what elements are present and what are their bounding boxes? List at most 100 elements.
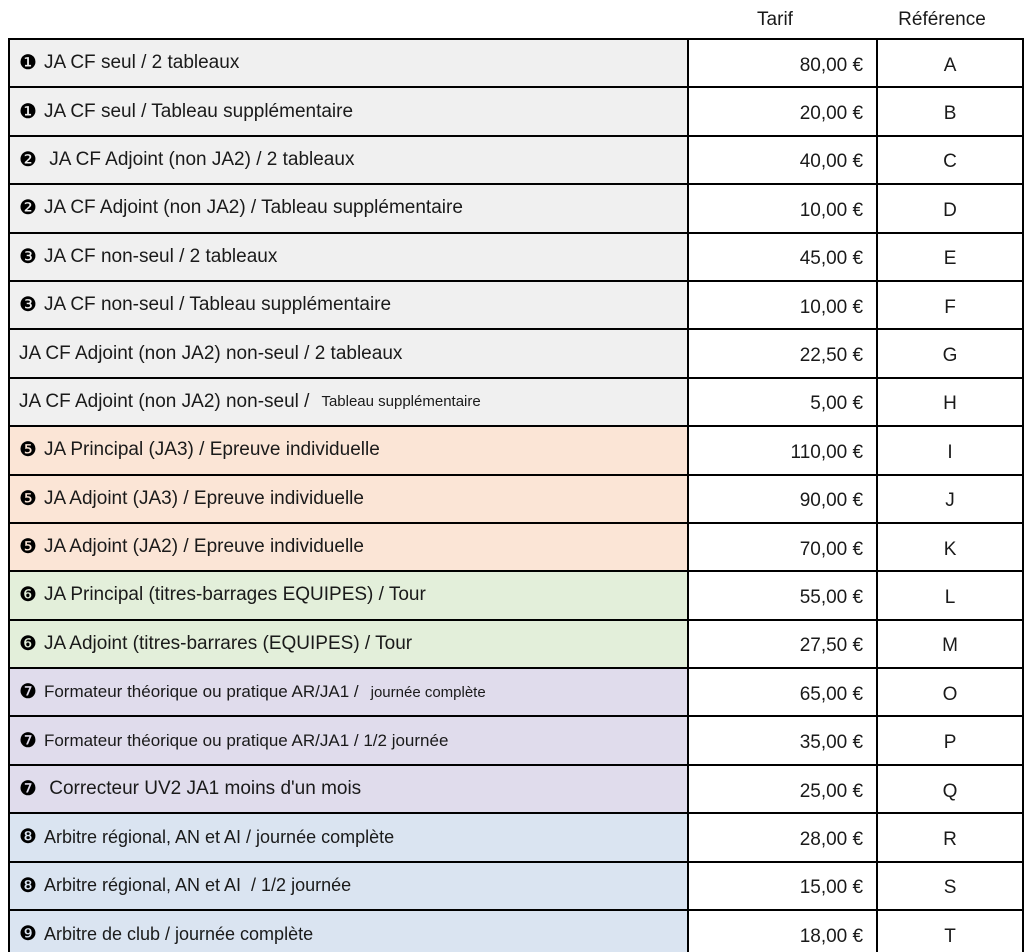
reference-cell: K <box>876 521 1024 573</box>
row-description-cell: ❸ JA CF non-seul / Tableau supplémentaire <box>8 279 689 331</box>
row-label: Arbitre de club / journée complète <box>43 923 314 944</box>
circled-number-icon: ❶ <box>19 50 37 75</box>
table-row: ❼ Formateur théorique ou pratique AR/JA1 … <box>8 667 1024 718</box>
row-label: JA CF seul / 2 tableaux <box>43 52 240 74</box>
table-row: ❽ Arbitre régional, AN et AI / journée co… <box>8 812 1024 863</box>
tarif-cell: 18,00 € <box>686 909 879 952</box>
reference-cell: T <box>876 909 1024 952</box>
tarif-cell: 80,00 € <box>686 37 879 89</box>
circled-number-icon: ❻ <box>19 630 37 655</box>
tarif-cell: 15,00 € <box>686 860 879 912</box>
tarif-cell: 10,00 € <box>686 279 879 331</box>
table-row: ❷ JA CF Adjoint (non JA2) / 2 tableaux 40… <box>8 134 1024 186</box>
table-row: JA CF Adjoint (non JA2) non-seul / Tablea… <box>8 376 1024 428</box>
tarif-cell: 70,00 € <box>686 521 879 573</box>
table-row: ❽ Arbitre régional, AN et AI / 1/2 journé… <box>8 860 1024 912</box>
row-description-cell: JA CF Adjoint (non JA2) non-seul / Tablea… <box>8 376 689 428</box>
table-row: ❻ JA Principal (titres-barrages EQUIPES) … <box>8 570 1024 621</box>
reference-cell: D <box>876 183 1024 234</box>
row-label-small: Tableau supplémentaire <box>321 393 481 411</box>
table-row: JA CF Adjoint (non JA2) non-seul / 2 tab… <box>8 328 1024 379</box>
circled-number-icon: ❼ <box>19 679 37 704</box>
row-description-cell: ❽ Arbitre régional, AN et AI / 1/2 journé… <box>8 860 689 912</box>
reference-cell: P <box>876 715 1024 766</box>
table-row: ❼ Correcteur UV2 JA1 moins d'un mois 25,0… <box>8 763 1024 815</box>
row-label: JA CF non-seul / Tableau supplémentaire <box>43 294 392 316</box>
row-description-cell: ❶ JA CF seul / Tableau supplémentaire <box>8 86 689 137</box>
tariff-table: ❶ JA CF seul / 2 tableaux 80,00 € A ❶ JA CF s… <box>8 37 1024 952</box>
reference-cell: H <box>876 376 1024 428</box>
reference-cell: A <box>876 37 1024 89</box>
tarif-cell: 22,50 € <box>686 328 879 379</box>
reference-cell: S <box>876 860 1024 912</box>
tarif-cell: 65,00 € <box>686 667 879 718</box>
row-label: JA Adjoint (JA3) / Epreuve individuelle <box>43 487 364 509</box>
table-row: ❸ JA CF non-seul / 2 tableaux 45,00 € E <box>8 231 1024 282</box>
row-description-cell: ❷ JA CF Adjoint (non JA2) / Tableau suppl… <box>8 183 689 234</box>
row-label: Formateur théorique ou pratique AR/JA1 / <box>43 682 359 702</box>
row-description-cell: ❼ Formateur théorique ou pratique AR/JA1 … <box>8 715 689 766</box>
row-label: Formateur théorique ou pratique AR/JA1 /… <box>43 730 449 750</box>
table-row: ❸ JA CF non-seul / Tableau supplémentaire… <box>8 279 1024 331</box>
circled-number-icon: ❷ <box>19 195 37 220</box>
tariff-table-body: ❶ JA CF seul / 2 tableaux 80,00 € A ❶ JA CF s… <box>8 37 1024 952</box>
tarif-cell: 45,00 € <box>686 231 879 282</box>
circled-number-icon: ❶ <box>19 98 37 123</box>
circled-number-icon: ❽ <box>19 824 37 849</box>
row-label-small: journée complète <box>370 683 486 701</box>
row-description-cell: ❸ JA CF non-seul / 2 tableaux <box>8 231 689 282</box>
tarif-cell: 20,00 € <box>686 86 879 137</box>
reference-cell: Q <box>876 763 1024 815</box>
tarif-cell: 5,00 € <box>686 376 879 428</box>
reference-cell: O <box>876 667 1024 718</box>
reference-cell: G <box>876 328 1024 379</box>
table-row: ❺ JA Adjoint (JA2) / Epreuve individuelle… <box>8 521 1024 573</box>
row-label: Correcteur UV2 JA1 moins d'un mois <box>43 778 362 800</box>
row-description-cell: ❻ JA Adjoint (titres-barrares (EQUIPES) /… <box>8 618 689 670</box>
row-description-cell: ❼ Formateur théorique ou pratique AR/JA1 … <box>8 667 689 718</box>
row-label: JA CF Adjoint (non JA2) non-seul / 2 tab… <box>19 342 403 364</box>
table-row: ❶ JA CF seul / Tableau supplémentaire 20,0… <box>8 86 1024 137</box>
reference-cell: E <box>876 231 1024 282</box>
row-description-cell: ❻ JA Principal (titres-barrages EQUIPES) … <box>8 570 689 621</box>
tarif-cell: 110,00 € <box>686 425 879 476</box>
tarif-cell: 40,00 € <box>686 134 879 186</box>
tarif-column-header: Tarif <box>757 9 793 30</box>
table-row: ❺ JA Adjoint (JA3) / Epreuve individuelle… <box>8 473 1024 524</box>
reference-cell: I <box>876 425 1024 476</box>
tarif-cell: 10,00 € <box>686 183 879 234</box>
row-label: JA Adjoint (JA2) / Epreuve individuelle <box>43 536 364 558</box>
circled-number-icon: ❸ <box>19 243 37 268</box>
table-row: ❶ JA CF seul / 2 tableaux 80,00 € A <box>8 37 1024 89</box>
circled-number-icon: ❷ <box>19 146 37 171</box>
reference-cell: B <box>876 86 1024 137</box>
row-label: Arbitre régional, AN et AI / 1/2 journée <box>43 875 352 896</box>
circled-number-icon: ❺ <box>19 437 37 462</box>
circled-number-icon: ❼ <box>19 776 37 801</box>
reference-cell: C <box>876 134 1024 186</box>
row-description-cell: ❶ JA CF seul / 2 tableaux <box>8 37 689 89</box>
row-label: Arbitre régional, AN et AI / journée com… <box>43 826 395 847</box>
circled-number-icon: ❻ <box>19 582 37 607</box>
tarif-cell: 27,50 € <box>686 618 879 670</box>
row-description-cell: ❺ JA Adjoint (JA2) / Epreuve individuelle <box>8 521 689 573</box>
row-label: JA CF Adjoint (non JA2) / Tableau supplé… <box>43 197 463 219</box>
row-description-cell: ❷ JA CF Adjoint (non JA2) / 2 tableaux <box>8 134 689 186</box>
table-row: ❷ JA CF Adjoint (non JA2) / Tableau suppl… <box>8 183 1024 234</box>
circled-number-icon: ❽ <box>19 872 37 897</box>
table-row: ❼ Formateur théorique ou pratique AR/JA1 … <box>8 715 1024 766</box>
tarif-cell: 28,00 € <box>686 812 879 863</box>
circled-number-icon: ❺ <box>19 485 37 510</box>
circled-number-icon: ❼ <box>19 727 37 752</box>
row-label: JA Principal (JA3) / Epreuve individuell… <box>43 439 380 461</box>
row-label: JA CF Adjoint (non JA2) non-seul / <box>19 390 310 412</box>
row-description-cell: ❺ JA Adjoint (JA3) / Epreuve individuelle <box>8 473 689 524</box>
row-description-cell: ❼ Correcteur UV2 JA1 moins d'un mois <box>8 763 689 815</box>
circled-number-icon: ❺ <box>19 534 37 559</box>
tarif-cell: 35,00 € <box>686 715 879 766</box>
row-description-cell: JA CF Adjoint (non JA2) non-seul / 2 tab… <box>8 328 689 379</box>
row-description-cell: ❺ JA Principal (JA3) / Epreuve individuel… <box>8 425 689 476</box>
row-description-cell: ❽ Arbitre régional, AN et AI / journée co… <box>8 812 689 863</box>
table-row: ❾ Arbitre de club / journée complète 18,00… <box>8 909 1024 952</box>
